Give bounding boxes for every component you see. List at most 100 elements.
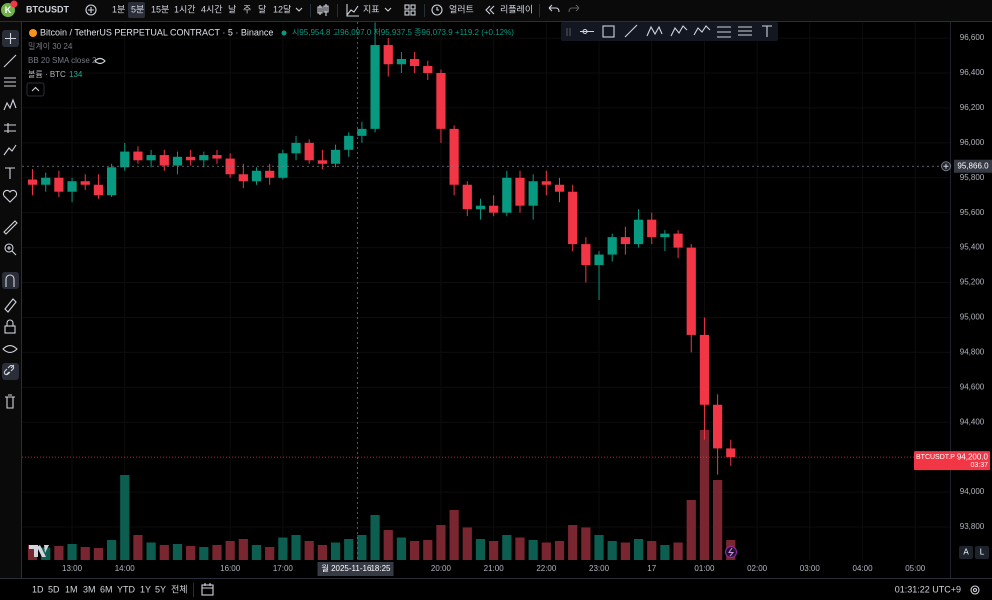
hide-tool[interactable] — [2, 344, 18, 354]
brush-tool[interactable] — [3, 144, 17, 156]
visibility-icon[interactable] — [94, 57, 106, 65]
lock-tool[interactable] — [4, 325, 16, 334]
interval-dropdown[interactable] — [295, 7, 303, 12]
date-range-icon[interactable] — [201, 584, 214, 596]
icon-tool[interactable] — [2, 189, 18, 203]
zoom-tool[interactable] — [4, 243, 14, 253]
logo — [29, 545, 49, 557]
notification-badge — [10, 0, 18, 8]
candle-body — [278, 153, 288, 178]
chart-type-icon[interactable] — [317, 4, 329, 16]
volume-bar — [27, 545, 38, 560]
candle-body — [330, 149, 341, 164]
auto-scale-button[interactable] — [959, 546, 973, 559]
x-tick-label: 16:00 — [220, 564, 241, 573]
range-button[interactable]: 전체 — [171, 584, 188, 594]
indicators-dropdown[interactable] — [384, 7, 392, 12]
auto-scale: A — [963, 548, 969, 557]
candle-body — [607, 237, 617, 255]
interval[interactable]: 주 — [243, 4, 251, 14]
volume-bar — [251, 545, 262, 560]
alerts[interactable]: 얼러트 — [449, 4, 474, 14]
interval[interactable]: 5분 — [131, 4, 144, 14]
candle-body — [515, 177, 525, 206]
gann-tool[interactable] — [738, 26, 752, 36]
interval[interactable]: 4시간 — [201, 4, 223, 14]
delete-tool[interactable] — [5, 394, 15, 409]
compare-icon[interactable] — [85, 4, 97, 16]
crosshair-tool[interactable] — [5, 33, 16, 44]
candle-body — [633, 219, 644, 245]
crosshair-time: 18:25 — [370, 564, 391, 573]
range-button[interactable]: YTD — [117, 584, 136, 594]
symbol[interactable]: BTCUSDT — [26, 4, 69, 14]
candle-body — [528, 181, 538, 206]
magnet-tool[interactable] — [5, 274, 15, 287]
avatar-letter: K — [5, 5, 12, 15]
hline-tool[interactable] — [580, 28, 594, 35]
interval[interactable]: 날 — [228, 4, 236, 14]
text-tool[interactable] — [5, 167, 15, 179]
avatar[interactable] — [1, 3, 15, 17]
range-button[interactable]: 3M — [83, 584, 96, 594]
indicators[interactable]: 지표 — [363, 4, 380, 14]
layout-icon[interactable] — [404, 4, 410, 10]
volume-bar — [686, 500, 696, 560]
candle-body — [370, 45, 380, 129]
x-tick-label: 23:00 — [589, 564, 610, 573]
replay[interactable]: 리플레이 — [500, 4, 533, 14]
range-button[interactable]: 6M — [100, 584, 113, 594]
range-button[interactable]: 5Y — [155, 584, 166, 594]
y-tick-label: 95,200 — [960, 278, 985, 287]
interval[interactable]: 1분 — [112, 4, 125, 14]
range-button[interactable]: 1D — [32, 584, 44, 594]
pattern-tool[interactable] — [646, 25, 663, 37]
candle-body — [554, 184, 565, 192]
fib-tool[interactable] — [4, 77, 16, 87]
range-button[interactable]: 1M — [65, 584, 78, 594]
range-button[interactable]: 5D — [48, 584, 60, 594]
volume-bar — [370, 515, 380, 560]
candle-body — [291, 142, 301, 154]
floating-tools — [566, 24, 772, 38]
rect-tool[interactable] — [602, 25, 615, 38]
settings-icon[interactable] — [970, 585, 980, 595]
candle-body — [502, 177, 512, 213]
overlay-layer: 96,600 96,400 96,200 96,000 95,800 95,600 95,4… — [22, 22, 992, 576]
candle-body — [673, 233, 683, 248]
line-tool[interactable] — [624, 24, 638, 38]
range-button[interactable]: 1Y — [140, 584, 151, 594]
candle-body — [120, 151, 130, 168]
zoom-tool — [7, 246, 17, 256]
pattern-tool[interactable] — [3, 98, 17, 111]
compare-icon — [88, 7, 94, 13]
candle-body — [357, 128, 367, 136]
trendline-tool[interactable] — [3, 54, 17, 68]
stay-drawing-tool[interactable] — [4, 298, 17, 313]
replay-icon[interactable] — [485, 5, 495, 15]
alert-icon[interactable] — [431, 4, 443, 16]
volume-bar — [330, 542, 341, 560]
log-scale-button[interactable] — [975, 546, 989, 559]
path-tool[interactable] — [693, 25, 711, 36]
volume-bar — [199, 547, 209, 560]
interval[interactable]: 15분 — [151, 4, 169, 14]
fib-tool[interactable] — [717, 26, 731, 38]
collapse-button[interactable] — [26, 82, 45, 97]
text-tool[interactable] — [762, 25, 772, 37]
ruler-tool[interactable] — [3, 220, 18, 235]
prediction-tool[interactable] — [4, 123, 16, 133]
drag-handle[interactable] — [566, 28, 571, 36]
wave-tool[interactable] — [670, 25, 688, 37]
interval[interactable]: 1시간 — [174, 4, 196, 14]
indicators-icon[interactable] — [346, 4, 359, 17]
volume-bar — [673, 542, 683, 560]
interval[interactable]: 달 — [258, 3, 266, 14]
redo-icon[interactable] — [568, 4, 580, 13]
undo-icon[interactable] — [548, 4, 560, 13]
interval[interactable]: 12달 — [273, 3, 291, 14]
x-tick-label: 03:00 — [800, 564, 821, 573]
sync-tool[interactable] — [3, 364, 15, 376]
candle-body — [647, 219, 657, 238]
candle-body — [41, 177, 51, 185]
